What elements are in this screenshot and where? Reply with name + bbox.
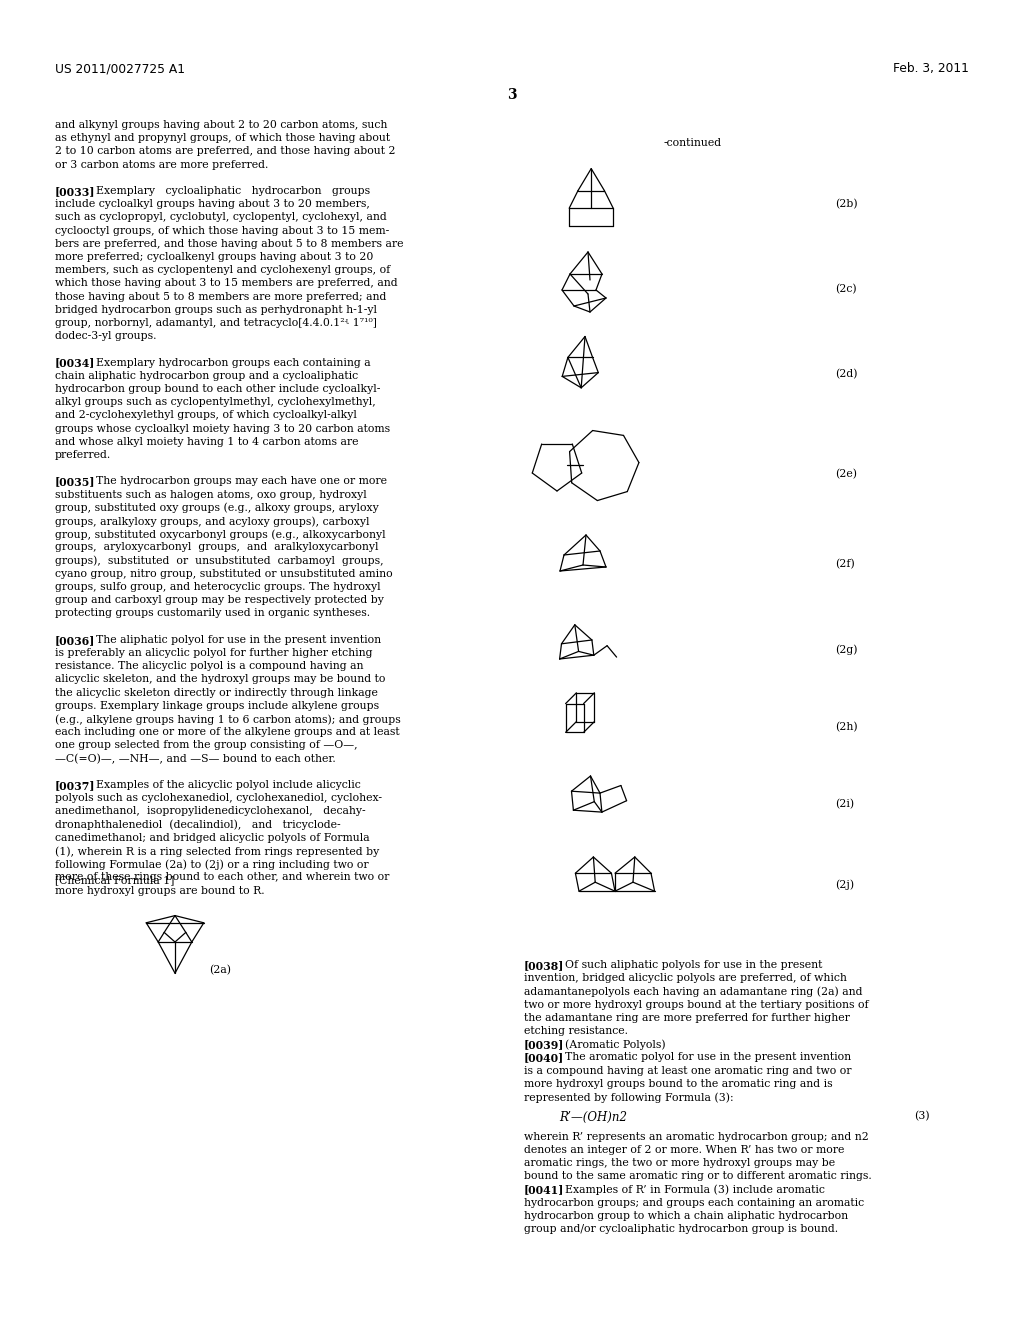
Text: bound to the same aromatic ring or to different aromatic rings.: bound to the same aromatic ring or to di… [524, 1171, 871, 1181]
Text: bers are preferred, and those having about 5 to 8 members are: bers are preferred, and those having abo… [55, 239, 403, 248]
Text: the adamantane ring are more preferred for further higher: the adamantane ring are more preferred f… [524, 1012, 850, 1023]
Text: 3: 3 [507, 88, 517, 102]
Text: etching resistance.: etching resistance. [524, 1026, 628, 1036]
Text: and 2-cyclohexylethyl groups, of which cycloalkyl-alkyl: and 2-cyclohexylethyl groups, of which c… [55, 411, 357, 420]
Text: (2i): (2i) [835, 799, 854, 809]
Text: (2b): (2b) [835, 199, 858, 210]
Text: those having about 5 to 8 members are more preferred; and: those having about 5 to 8 members are mo… [55, 292, 386, 301]
Text: group, substituted oxy groups (e.g., alkoxy groups, aryloxy: group, substituted oxy groups (e.g., alk… [55, 503, 379, 513]
Text: group and carboxyl group may be respectively protected by: group and carboxyl group may be respecti… [55, 595, 384, 605]
Text: (e.g., alkylene groups having 1 to 6 carbon atoms); and groups: (e.g., alkylene groups having 1 to 6 car… [55, 714, 400, 725]
Text: The hydrocarbon groups may each have one or more: The hydrocarbon groups may each have one… [82, 477, 387, 486]
Text: 2 to 10 carbon atoms are preferred, and those having about 2: 2 to 10 carbon atoms are preferred, and … [55, 147, 395, 156]
Text: alicyclic skeleton, and the hydroxyl groups may be bound to: alicyclic skeleton, and the hydroxyl gro… [55, 675, 385, 684]
Text: (2g): (2g) [835, 644, 857, 655]
Text: substituents such as halogen atoms, oxo group, hydroxyl: substituents such as halogen atoms, oxo … [55, 490, 367, 499]
Text: groups. Exemplary linkage groups include alkylene groups: groups. Exemplary linkage groups include… [55, 701, 379, 710]
Text: the alicyclic skeleton directly or indirectly through linkage: the alicyclic skeleton directly or indir… [55, 688, 378, 697]
Text: polyols such as cyclohexanediol, cyclohexanediol, cyclohex-: polyols such as cyclohexanediol, cyclohe… [55, 793, 382, 803]
Text: [0041]: [0041] [524, 1184, 564, 1196]
Text: Examples of R’ in Formula (3) include aromatic: Examples of R’ in Formula (3) include ar… [551, 1184, 825, 1195]
Text: Feb. 3, 2011: Feb. 3, 2011 [893, 62, 969, 75]
Text: [0038]: [0038] [524, 960, 564, 972]
Text: (2h): (2h) [835, 722, 858, 733]
Text: R’—(OH)n2: R’—(OH)n2 [559, 1111, 627, 1125]
Text: Exemplary hydrocarbon groups each containing a: Exemplary hydrocarbon groups each contai… [82, 358, 371, 367]
Text: [0039]: [0039] [524, 1039, 564, 1051]
Text: groups whose cycloalkyl moiety having 3 to 20 carbon atoms: groups whose cycloalkyl moiety having 3 … [55, 424, 390, 433]
Text: The aromatic polyol for use in the present invention: The aromatic polyol for use in the prese… [551, 1052, 851, 1063]
Text: group and/or cycloaliphatic hydrocarbon group is bound.: group and/or cycloaliphatic hydrocarbon … [524, 1224, 838, 1234]
Text: [Chemical Formula 1]: [Chemical Formula 1] [55, 875, 174, 884]
Text: groups),  substituted  or  unsubstituted  carbamoyl  groups,: groups), substituted or unsubstituted ca… [55, 556, 384, 566]
Text: cyclooctyl groups, of which those having about 3 to 15 mem-: cyclooctyl groups, of which those having… [55, 226, 389, 235]
Text: denotes an integer of 2 or more. When R’ has two or more: denotes an integer of 2 or more. When R’… [524, 1144, 845, 1155]
Text: which those having about 3 to 15 members are preferred, and: which those having about 3 to 15 members… [55, 279, 397, 288]
Text: The aliphatic polyol for use in the present invention: The aliphatic polyol for use in the pres… [82, 635, 381, 644]
Text: (2c): (2c) [835, 284, 857, 294]
Text: and alkynyl groups having about 2 to 20 carbon atoms, such: and alkynyl groups having about 2 to 20 … [55, 120, 387, 129]
Text: [0036]: [0036] [55, 635, 95, 645]
Text: group, norbornyl, adamantyl, and tetracyclo[4.4.0.1²ʵ 1⁷¹⁰]: group, norbornyl, adamantyl, and tetracy… [55, 318, 377, 327]
Text: more hydroxyl groups bound to the aromatic ring and is: more hydroxyl groups bound to the aromat… [524, 1078, 833, 1089]
Text: US 2011/0027725 A1: US 2011/0027725 A1 [55, 62, 185, 75]
Text: Examples of the alicyclic polyol include alicyclic: Examples of the alicyclic polyol include… [82, 780, 361, 789]
Text: [0033]: [0033] [55, 186, 95, 197]
Text: resistance. The alicyclic polyol is a compound having an: resistance. The alicyclic polyol is a co… [55, 661, 364, 671]
Text: more preferred; cycloalkenyl groups having about 3 to 20: more preferred; cycloalkenyl groups havi… [55, 252, 374, 261]
Text: alkyl groups such as cyclopentylmethyl, cyclohexylmethyl,: alkyl groups such as cyclopentylmethyl, … [55, 397, 376, 407]
Text: Of such aliphatic polyols for use in the present: Of such aliphatic polyols for use in the… [551, 960, 822, 970]
Text: canedimethanol; and bridged alicyclic polyols of Formula: canedimethanol; and bridged alicyclic po… [55, 833, 370, 842]
Text: groups, aralkyloxy groups, and acyloxy groups), carboxyl: groups, aralkyloxy groups, and acyloxy g… [55, 516, 370, 527]
Text: is a compound having at least one aromatic ring and two or: is a compound having at least one aromat… [524, 1065, 852, 1076]
Text: (2f): (2f) [835, 558, 855, 569]
Text: as ethynyl and propynyl groups, of which those having about: as ethynyl and propynyl groups, of which… [55, 133, 390, 143]
Text: (Aromatic Polyols): (Aromatic Polyols) [551, 1039, 666, 1049]
Text: (3): (3) [914, 1111, 930, 1122]
Text: anedimethanol,  isopropylidenedicyclohexanol,   decahy-: anedimethanol, isopropylidenedicyclohexa… [55, 807, 366, 816]
Text: [0040]: [0040] [524, 1052, 564, 1064]
Text: each including one or more of the alkylene groups and at least: each including one or more of the alkyle… [55, 727, 399, 737]
Text: include cycloalkyl groups having about 3 to 20 members,: include cycloalkyl groups having about 3… [55, 199, 370, 209]
Text: chain aliphatic hydrocarbon group and a cycloaliphatic: chain aliphatic hydrocarbon group and a … [55, 371, 358, 380]
Text: Exemplary   cycloaliphatic   hydrocarbon   groups: Exemplary cycloaliphatic hydrocarbon gro… [82, 186, 371, 195]
Text: or 3 carbon atoms are more preferred.: or 3 carbon atoms are more preferred. [55, 160, 268, 169]
Text: —C(=O)—, —NH—, and —S— bound to each other.: —C(=O)—, —NH—, and —S— bound to each oth… [55, 754, 336, 764]
Text: -continued: -continued [664, 139, 722, 148]
Text: following Formulae (2a) to (2j) or a ring including two or: following Formulae (2a) to (2j) or a rin… [55, 859, 369, 870]
Text: members, such as cyclopentenyl and cyclohexenyl groups, of: members, such as cyclopentenyl and cyclo… [55, 265, 390, 275]
Text: two or more hydroxyl groups bound at the tertiary positions of: two or more hydroxyl groups bound at the… [524, 999, 868, 1010]
Text: group, substituted oxycarbonyl groups (e.g., alkoxycarbonyl: group, substituted oxycarbonyl groups (e… [55, 529, 386, 540]
Text: one group selected from the group consisting of —O—,: one group selected from the group consis… [55, 741, 357, 750]
Text: (2e): (2e) [835, 469, 857, 479]
Text: dodec-3-yl groups.: dodec-3-yl groups. [55, 331, 157, 341]
Text: [0034]: [0034] [55, 358, 95, 368]
Text: adamantanepolyols each having an adamantane ring (2a) and: adamantanepolyols each having an adamant… [524, 986, 862, 997]
Text: (2d): (2d) [835, 370, 857, 379]
Text: [0037]: [0037] [55, 780, 95, 791]
Text: hydrocarbon group bound to each other include cycloalkyl-: hydrocarbon group bound to each other in… [55, 384, 380, 393]
Text: and whose alkyl moiety having 1 to 4 carbon atoms are: and whose alkyl moiety having 1 to 4 car… [55, 437, 358, 446]
Text: (2a): (2a) [209, 965, 231, 975]
Text: represented by following Formula (3):: represented by following Formula (3): [524, 1092, 733, 1102]
Text: groups, sulfo group, and heterocyclic groups. The hydroxyl: groups, sulfo group, and heterocyclic gr… [55, 582, 381, 591]
Text: more of these rings bound to each other, and wherein two or: more of these rings bound to each other,… [55, 873, 389, 882]
Text: invention, bridged alicyclic polyols are preferred, of which: invention, bridged alicyclic polyols are… [524, 973, 847, 983]
Text: aromatic rings, the two or more hydroxyl groups may be: aromatic rings, the two or more hydroxyl… [524, 1158, 836, 1168]
Text: bridged hydrocarbon groups such as perhydronapht h-1-yl: bridged hydrocarbon groups such as perhy… [55, 305, 377, 314]
Text: protecting groups customarily used in organic syntheses.: protecting groups customarily used in or… [55, 609, 370, 618]
Text: (1), wherein R is a ring selected from rings represented by: (1), wherein R is a ring selected from r… [55, 846, 379, 857]
Text: [0035]: [0035] [55, 477, 95, 487]
Text: hydrocarbon group to which a chain aliphatic hydrocarbon: hydrocarbon group to which a chain aliph… [524, 1210, 848, 1221]
Text: cyano group, nitro group, substituted or unsubstituted amino: cyano group, nitro group, substituted or… [55, 569, 392, 578]
Text: hydrocarbon groups; and groups each containing an aromatic: hydrocarbon groups; and groups each cont… [524, 1197, 864, 1208]
Text: such as cyclopropyl, cyclobutyl, cyclopentyl, cyclohexyl, and: such as cyclopropyl, cyclobutyl, cyclope… [55, 213, 387, 222]
Text: preferred.: preferred. [55, 450, 112, 459]
Text: wherein R’ represents an aromatic hydrocarbon group; and n2: wherein R’ represents an aromatic hydroc… [524, 1131, 868, 1142]
Text: groups,  aryloxycarbonyl  groups,  and  aralkyloxycarbonyl: groups, aryloxycarbonyl groups, and aral… [55, 543, 379, 552]
Text: more hydroxyl groups are bound to R.: more hydroxyl groups are bound to R. [55, 886, 264, 895]
Text: dronaphthalenediol  (decalindiol),   and   tricyclode-: dronaphthalenediol (decalindiol), and tr… [55, 820, 341, 830]
Text: (2j): (2j) [835, 879, 854, 890]
Text: is preferably an alicyclic polyol for further higher etching: is preferably an alicyclic polyol for fu… [55, 648, 373, 657]
